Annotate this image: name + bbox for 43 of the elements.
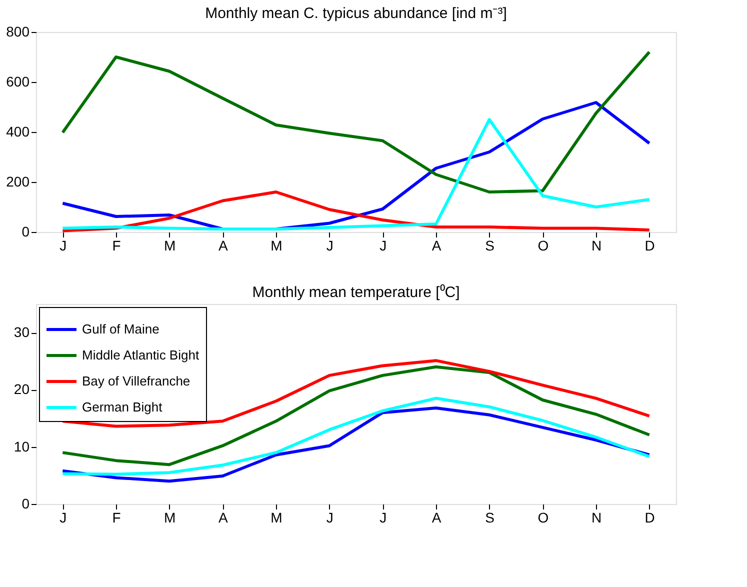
x-tick-label: F [112,238,121,254]
y-tick-label: 0 [22,496,30,512]
line-series [61,365,651,466]
y-tick-label: 30 [14,324,30,340]
line-series [61,50,651,194]
x-tick-label: J [60,238,67,254]
x-tick-label: A [432,238,442,254]
y-tick-label: 800 [6,24,30,40]
line-series [61,190,651,232]
x-tick-label: J [60,510,67,526]
y-tick-label: 0 [22,224,30,240]
legend-label: Bay of Villefranche [82,374,190,388]
x-tick-label: S [485,238,495,254]
x-tick-label: A [432,510,442,526]
y-tick-label: 10 [14,438,30,454]
x-tick-label: M [164,510,176,526]
x-tick-label: O [538,238,549,254]
legend-label: Gulf of Maine [82,322,160,336]
line-series [61,396,651,476]
y-tick-label: 400 [6,124,30,140]
legend-label: Middle Atlantic Bight [82,348,200,362]
x-tick-label: D [644,238,655,254]
x-tick-label: J [380,238,387,254]
x-tick-label: O [538,510,549,526]
x-tick-label: D [644,510,655,526]
chart-title: Monthly mean C. typicus abundance [ind m⁻³] [205,5,507,22]
x-tick-label: A [218,510,228,526]
x-tick-label: F [112,510,121,526]
x-tick-label: M [164,238,176,254]
x-tick-label: M [270,510,282,526]
x-tick-label: J [326,510,334,526]
x-tick-label: J [380,510,387,526]
y-tick-label: 200 [6,174,30,190]
x-tick-label: N [591,510,602,526]
x-tick-label: J [326,238,334,254]
y-tick-label: 600 [6,74,30,90]
legend-label: German Bight [82,400,163,414]
x-tick-label: S [485,510,495,526]
chart-title: Monthly mean temperature [⁰C] [252,284,460,301]
x-tick-label: M [270,238,282,254]
y-tick-label: 20 [14,381,30,398]
x-tick-label: N [591,238,602,254]
x-tick-label: A [218,238,228,254]
